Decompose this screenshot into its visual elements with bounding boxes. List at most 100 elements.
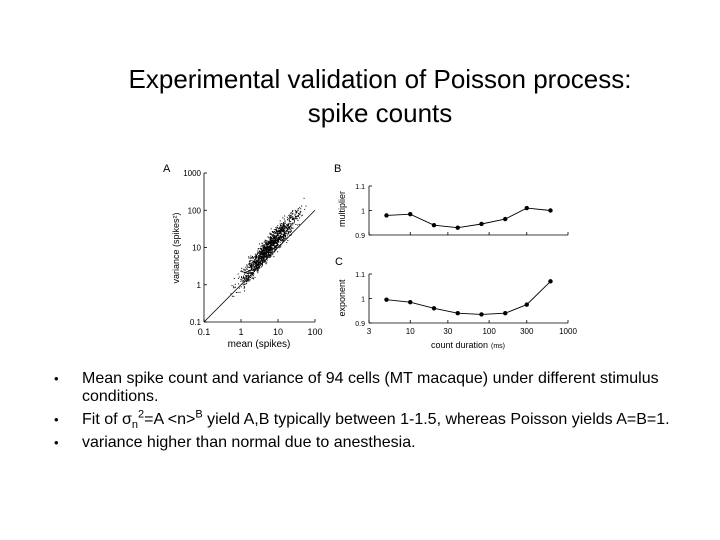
scatter-point	[267, 256, 269, 258]
scatter-point	[266, 247, 267, 249]
scatter-point	[280, 235, 282, 237]
scatter-point	[263, 259, 265, 261]
scatter-point	[248, 271, 250, 273]
scatter-point	[283, 223, 285, 225]
scatter-point	[261, 255, 263, 257]
scatter-point	[272, 232, 274, 233]
scatter-point	[264, 246, 266, 248]
scatter-point	[243, 287, 245, 289]
scatter-point	[252, 257, 254, 259]
scatter-point	[283, 218, 285, 220]
scatter-point	[253, 273, 255, 275]
scatter-point	[235, 286, 236, 288]
scatter-point	[296, 218, 298, 220]
panel-c-x-label-text: count duration	[431, 340, 488, 350]
scatter-point	[268, 246, 270, 248]
panel-c-data-point	[503, 311, 508, 316]
scatter-point	[271, 239, 273, 241]
scatter-point	[280, 238, 282, 240]
scatter-point	[272, 236, 274, 238]
scatter-point	[297, 215, 299, 216]
scatter-point	[288, 226, 290, 228]
scatter-point	[297, 220, 299, 221]
scatter-point	[246, 275, 247, 277]
scatter-point	[256, 265, 258, 267]
scatter-point	[266, 246, 268, 248]
scatter-point	[277, 239, 278, 240]
slide-title: Experimental validation of Poisson proce…	[40, 62, 720, 130]
panel-a-reference-line	[203, 209, 316, 323]
panel-a-letter: A	[163, 163, 171, 175]
scatter-point	[249, 259, 251, 261]
scatter-point	[271, 247, 273, 249]
scatter-point	[297, 208, 299, 210]
scatter-point	[264, 250, 266, 252]
scatter-point	[277, 232, 279, 234]
scatter-point	[250, 255, 252, 257]
scatter-point	[285, 225, 287, 227]
panel-c-x-label-unit: (ms)	[491, 343, 505, 350]
panel-a-y-tick-label: 1	[197, 281, 202, 290]
scatter-point	[243, 287, 245, 289]
scatter-point	[265, 253, 267, 255]
scatter-point	[287, 218, 289, 220]
scatter-point	[258, 263, 260, 265]
scatter-point	[288, 224, 290, 225]
scatter-point	[270, 247, 272, 249]
scatter-point	[256, 259, 258, 261]
scatter-point	[286, 227, 287, 229]
scatter-point	[282, 228, 284, 230]
scatter-point	[268, 253, 270, 255]
scatter-point	[260, 253, 262, 255]
scatter-point	[272, 235, 274, 237]
scatter-point	[254, 265, 256, 267]
scatter-point	[275, 238, 277, 240]
scatter-point	[261, 259, 263, 261]
scatter-point	[269, 233, 271, 235]
panel-a-x-tick-label: 1	[238, 327, 243, 337]
panel-a-y-tick-label: 100	[188, 206, 202, 215]
scatter-point	[280, 225, 282, 227]
scatter-point	[266, 242, 268, 244]
scatter-point	[288, 221, 290, 223]
scatter-point	[275, 239, 277, 241]
scatter-point	[256, 266, 257, 268]
scatter-point	[270, 243, 272, 245]
scatter-point	[261, 242, 263, 244]
scatter-point	[262, 243, 264, 245]
scatter-point	[260, 245, 262, 247]
scatter-point	[248, 257, 250, 259]
scatter-point	[233, 285, 235, 287]
scatter-point	[257, 256, 259, 258]
panel-c-x-tick-label: 3	[367, 327, 372, 336]
bullet-item-3: • variance higher than normal due to ane…	[54, 434, 674, 452]
scatter-point	[270, 248, 272, 250]
scatter-point	[286, 242, 288, 243]
scatter-point	[296, 212, 298, 214]
panel-c-data-point	[524, 302, 529, 307]
scatter-point	[286, 233, 288, 235]
scatter-point	[264, 261, 266, 263]
panel-c-data-point	[384, 297, 389, 302]
panel-b-series-line	[386, 207, 551, 229]
scatter-point	[264, 241, 266, 243]
scatter-point	[251, 262, 253, 264]
scatter-point	[289, 226, 290, 228]
scatter-point	[246, 269, 248, 270]
scatter-point	[247, 271, 249, 273]
scatter-point	[295, 218, 297, 220]
scatter-point	[247, 266, 249, 268]
scatter-point	[234, 283, 236, 285]
panel-b-y-tick-label: 1.1	[355, 184, 365, 191]
scatter-point	[283, 235, 285, 236]
scatter-point	[259, 258, 261, 260]
scatter-point	[244, 278, 245, 280]
scatter-point	[269, 257, 271, 258]
scatter-point	[301, 205, 303, 207]
scatter-point	[255, 257, 257, 259]
scatter-point	[243, 279, 245, 281]
scatter-point	[279, 231, 281, 232]
panel-c-data-point	[431, 306, 437, 311]
scatter-point	[275, 242, 277, 244]
panel-a-y-tick-label: 10	[192, 244, 201, 253]
